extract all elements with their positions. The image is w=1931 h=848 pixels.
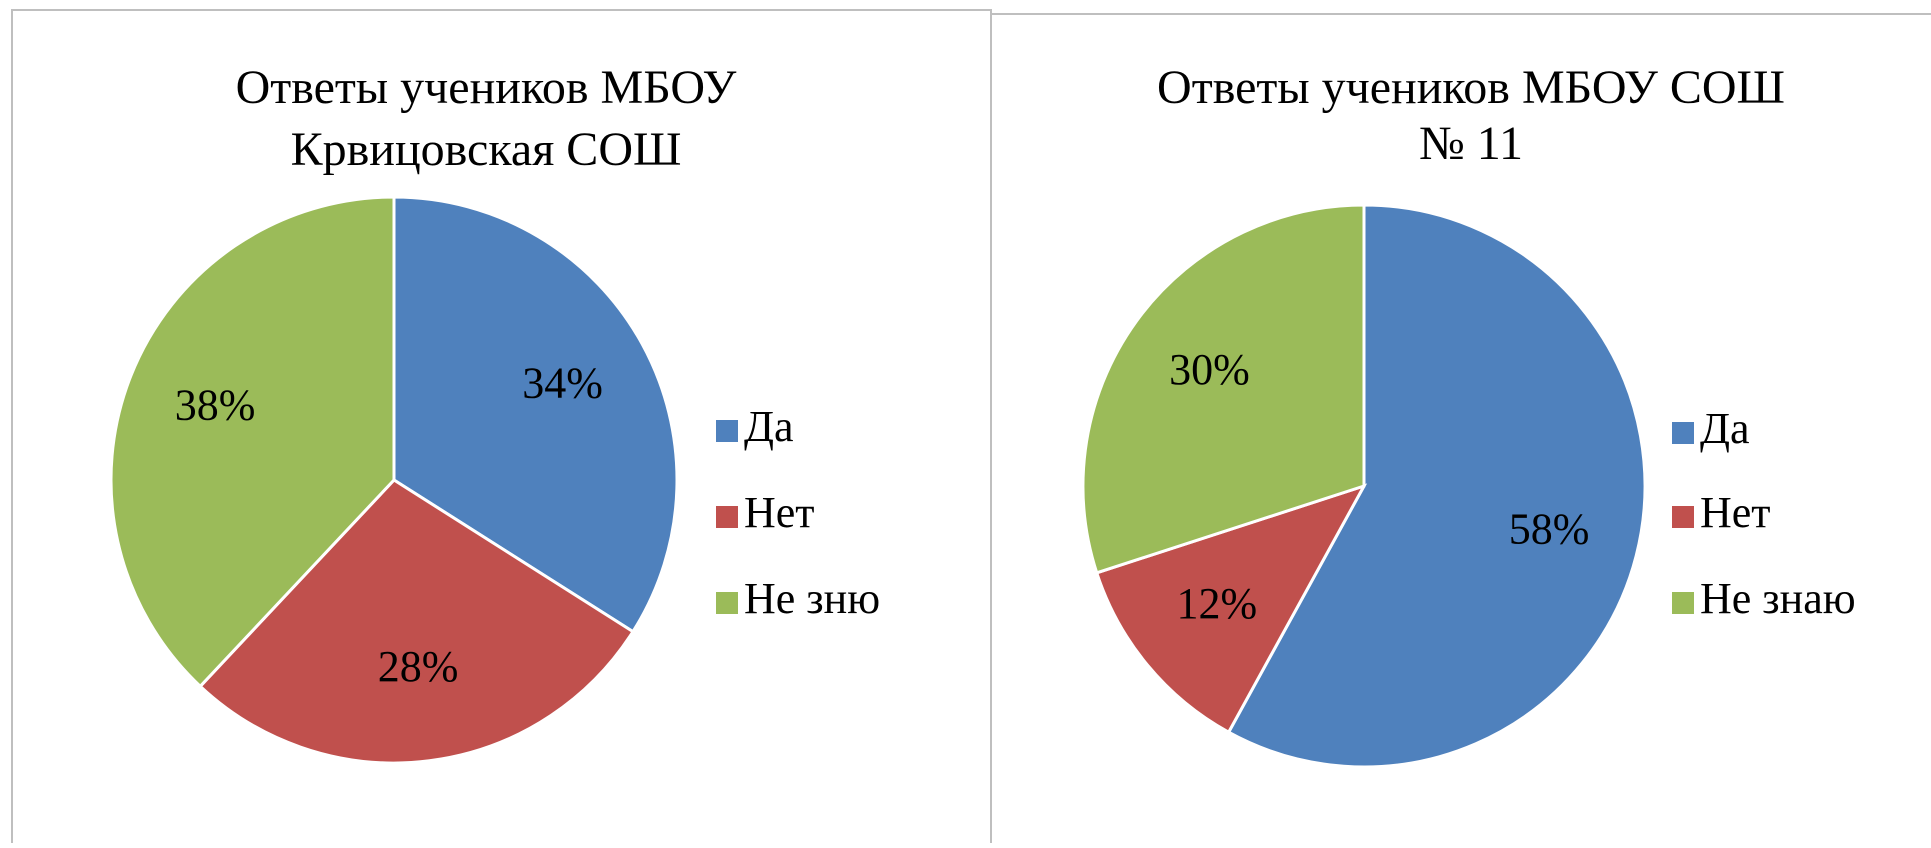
legend-label: Не знаю	[1700, 574, 1856, 623]
legend-label: Да	[1700, 404, 1750, 453]
pie-slice	[392, 195, 679, 634]
legend-swatch	[716, 506, 738, 528]
data-label: 12%	[1176, 579, 1257, 628]
legend-swatch	[716, 420, 738, 442]
pie-slice	[109, 195, 396, 689]
chart-title: Ответы учеников МБОУ СОШ	[1157, 61, 1785, 114]
legend-label: Нет	[744, 488, 815, 537]
pie-slice	[1094, 483, 1368, 735]
legend-label: Да	[744, 402, 794, 451]
data-label: 38%	[175, 380, 256, 429]
legend-swatch	[1672, 506, 1694, 528]
chart-title: Крвицовская СОШ	[291, 123, 682, 176]
legend-label: Нет	[1700, 488, 1771, 537]
pie-slice	[1226, 203, 1647, 769]
data-label: 28%	[378, 642, 459, 691]
data-label: 58%	[1509, 505, 1590, 554]
data-label: 34%	[522, 358, 603, 407]
legend-swatch	[1672, 592, 1694, 614]
pie-slice	[198, 478, 636, 765]
legend-label: Не зню	[744, 574, 880, 623]
legend-swatch	[1672, 422, 1694, 444]
data-label: 30%	[1169, 345, 1250, 394]
chart-title: № 11	[1419, 117, 1523, 170]
pie-slice	[1081, 203, 1366, 575]
legend-swatch	[716, 592, 738, 614]
chart-title: Ответы учеников МБОУ	[236, 61, 737, 114]
